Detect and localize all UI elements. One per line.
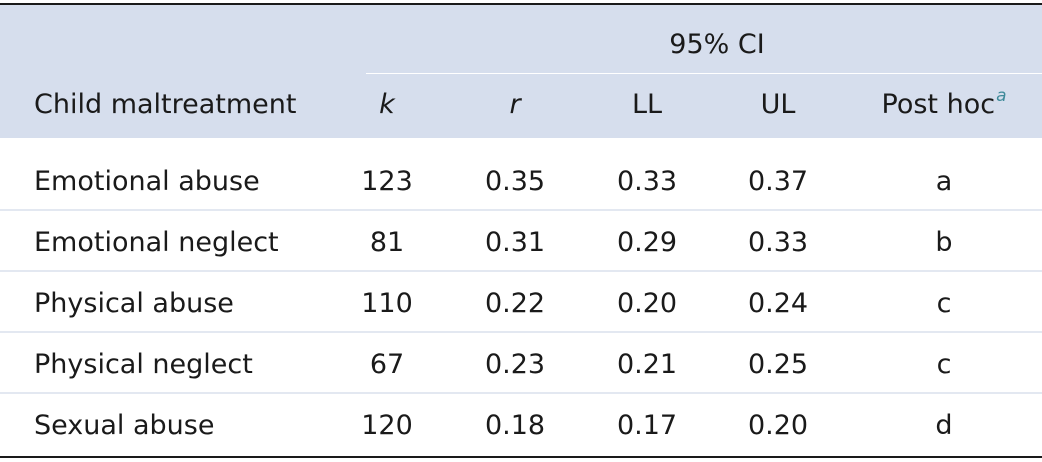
row-separator xyxy=(0,331,1042,333)
cell-ll: 0.29 xyxy=(616,227,678,258)
column-header-r: r xyxy=(509,89,521,120)
cell-r: 0.35 xyxy=(484,166,546,197)
cell-post-hoc: b xyxy=(935,227,953,258)
row-separator xyxy=(0,392,1042,394)
cell-ll: 0.20 xyxy=(616,288,678,319)
cell-k: 67 xyxy=(369,349,405,380)
column-header-child-maltreatment: Child maltreatment xyxy=(34,89,297,120)
cell-k: 110 xyxy=(361,288,413,319)
cell-r: 0.31 xyxy=(484,227,546,258)
cell-ul: 0.33 xyxy=(747,227,809,258)
cell-ll: 0.21 xyxy=(616,349,678,380)
cell-post-hoc: d xyxy=(935,410,953,441)
table-bottom-rule xyxy=(0,456,1042,458)
cell-ul: 0.24 xyxy=(747,288,809,319)
cell-post-hoc: c xyxy=(936,288,952,319)
post-hoc-label: Post hoc xyxy=(881,89,996,120)
column-header-ul: UL xyxy=(760,89,796,120)
cell-r: 0.18 xyxy=(484,410,546,441)
cell-ll: 0.33 xyxy=(616,166,678,197)
column-header-k: k xyxy=(379,89,395,120)
row-label: Sexual abuse xyxy=(34,410,215,441)
table-header xyxy=(0,5,1042,138)
row-label: Physical neglect xyxy=(34,349,253,380)
column-header-post-hoc: Post hoca xyxy=(881,86,1007,124)
cell-ul: 0.20 xyxy=(747,410,809,441)
row-label: Physical abuse xyxy=(34,288,234,319)
table-top-rule xyxy=(0,3,1042,5)
cell-k: 120 xyxy=(361,410,413,441)
column-header-ll: LL xyxy=(631,89,663,120)
cell-k: 123 xyxy=(361,166,413,197)
row-separator xyxy=(0,270,1042,272)
cell-post-hoc: c xyxy=(936,349,952,380)
cell-post-hoc: a xyxy=(935,166,953,197)
row-label: Emotional neglect xyxy=(34,227,279,258)
ci-spanner-rule xyxy=(366,73,1042,74)
cell-r: 0.23 xyxy=(484,349,546,380)
cell-ul: 0.37 xyxy=(747,166,809,197)
cell-r: 0.22 xyxy=(484,288,546,319)
ci-header: 95% CI xyxy=(669,29,765,60)
cell-k: 81 xyxy=(369,227,405,258)
cell-ul: 0.25 xyxy=(747,349,809,380)
cell-ll: 0.17 xyxy=(616,410,678,441)
row-separator xyxy=(0,209,1042,211)
row-label: Emotional abuse xyxy=(34,166,260,197)
footnote-marker: a xyxy=(996,86,1007,106)
